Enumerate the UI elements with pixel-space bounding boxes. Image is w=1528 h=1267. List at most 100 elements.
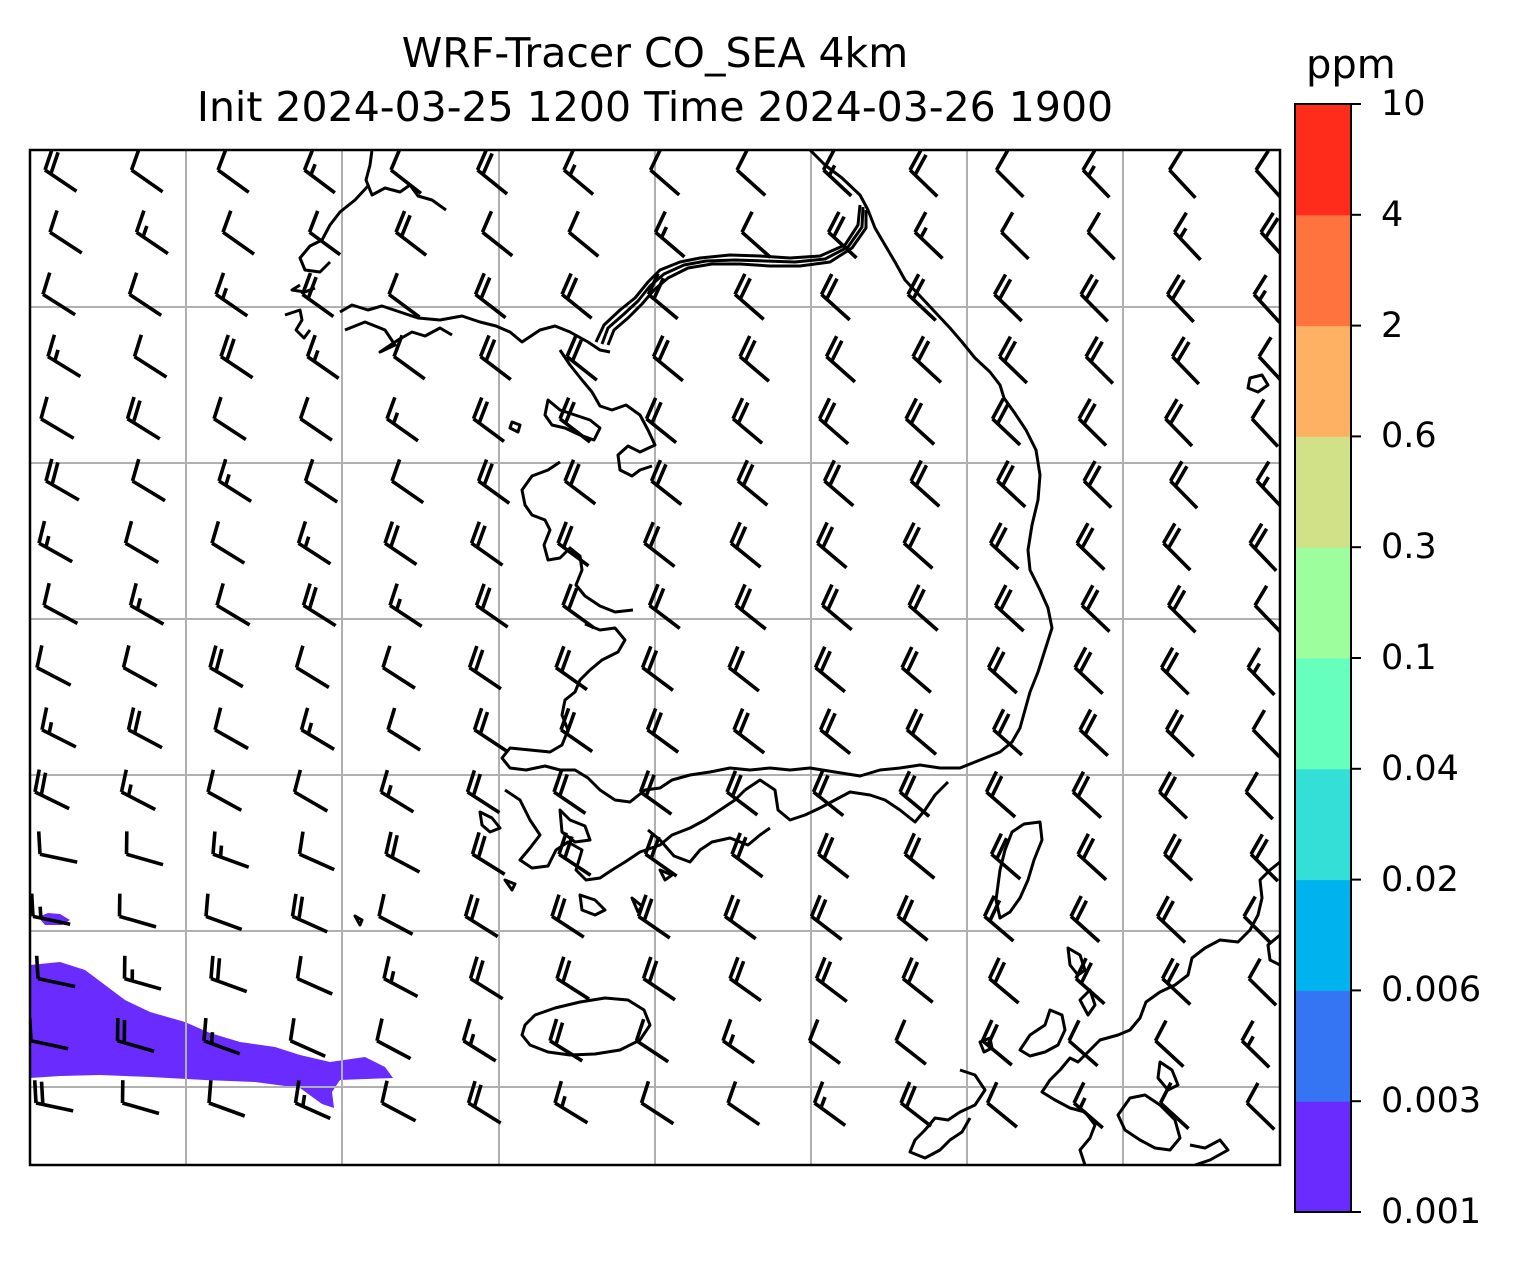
- wind-barb: [384, 831, 421, 874]
- wind-barb: [1172, 211, 1202, 262]
- colorbar-ticks: [1351, 103, 1361, 1213]
- wind-barb: [1166, 584, 1197, 634]
- wind-barb: [128, 582, 165, 626]
- wind-barb: [1078, 708, 1110, 757]
- colorbar-segment: [1295, 879, 1351, 991]
- wind-barb: [126, 707, 163, 750]
- wind-barb: [1252, 274, 1280, 324]
- wind-barb: [297, 831, 335, 872]
- wind-barb: [123, 520, 160, 564]
- wind-barb: [1073, 646, 1104, 695]
- wind-barb: [469, 521, 504, 567]
- wind-barb: [467, 645, 502, 691]
- wind-barb: [911, 335, 943, 384]
- wind-barb: [1165, 273, 1196, 324]
- wind-barb: [389, 150, 423, 195]
- wind-barb: [204, 893, 243, 932]
- wind-barb: [814, 956, 848, 1003]
- wind-barb: [560, 272, 593, 320]
- wind-barb: [387, 272, 421, 319]
- wind-barb: [820, 583, 853, 632]
- wind-barb: [1163, 398, 1194, 448]
- wind-barb: [134, 210, 169, 256]
- wind-barb: [1084, 335, 1115, 385]
- wind-barb: [1079, 273, 1110, 323]
- wind-barb: [207, 1080, 246, 1118]
- colorbar-tick-label: 0.006: [1381, 970, 1482, 1011]
- wind-barb: [906, 273, 937, 322]
- colorbar-tick-label: 0.04: [1381, 748, 1459, 789]
- wind-barb: [651, 335, 685, 383]
- wind-barb: [817, 397, 850, 446]
- wind-barb: [907, 584, 939, 632]
- colorbar-tick-label: 0.6: [1381, 416, 1437, 457]
- wind-barb: [894, 1019, 928, 1066]
- wind-barb: [290, 893, 328, 934]
- wind-barb: [1082, 460, 1113, 509]
- wind-barb: [1162, 833, 1194, 882]
- map-title-line-2: Init 2024-03-25 1200 Time 2024-03-26 190…: [196, 83, 1114, 131]
- wind-barb: [726, 1080, 761, 1127]
- wind-barb: [558, 397, 592, 444]
- wind-barb: [1167, 150, 1197, 200]
- wind-barb: [734, 583, 767, 631]
- wind-barb: [818, 708, 852, 756]
- wind-barb: [723, 894, 757, 941]
- wind-barb: [732, 708, 766, 755]
- wind-barb: [219, 334, 254, 380]
- wind-barb: [292, 769, 329, 813]
- wind-barb: [216, 150, 250, 194]
- wind-barb: [1072, 1081, 1104, 1130]
- colorbar-segment: [1295, 658, 1351, 770]
- wind-barb: [993, 584, 1025, 633]
- wind-barb: [729, 521, 762, 569]
- colorbar-unit-label: ppm: [1306, 42, 1396, 88]
- map-frame: [28, 148, 1282, 1167]
- wind-barb: [904, 397, 936, 446]
- wind-barb: [819, 273, 851, 322]
- wind-barb: [985, 1081, 1019, 1129]
- wind-barb: [826, 211, 858, 260]
- wind-barb: [302, 150, 336, 195]
- wind-barb: [733, 273, 765, 321]
- colorbar-tick-label: 10: [1381, 84, 1426, 124]
- wind-barb: [552, 769, 587, 815]
- wind-barb: [470, 831, 506, 876]
- wind-barb: [562, 150, 595, 196]
- wind-barb: [649, 459, 683, 506]
- wind-barb: [388, 583, 423, 628]
- wind-barb: [122, 955, 162, 991]
- wind-barb: [900, 646, 933, 694]
- wind-barb: [1247, 957, 1278, 1007]
- wind-barb: [1086, 211, 1116, 261]
- wind-barb: [550, 894, 585, 939]
- wind-barb: [561, 583, 595, 630]
- wind-barb: [41, 272, 77, 317]
- wind-barb: [735, 150, 767, 197]
- wind-barb: [640, 645, 675, 692]
- wind-barb: [1170, 336, 1201, 386]
- wind-barb: [117, 893, 157, 929]
- wind-barb: [119, 769, 157, 812]
- wind-barb: [980, 1019, 1013, 1067]
- wind-barb: [463, 894, 499, 939]
- wind-barb: [392, 334, 426, 381]
- wind-barb: [553, 1080, 589, 1125]
- colorbar-segment: [1295, 768, 1351, 881]
- map-gridlines: [30, 150, 1280, 1165]
- wind-barb: [301, 583, 337, 628]
- wind-barb: [1076, 833, 1108, 882]
- wind-barb: [1250, 398, 1280, 448]
- wind-barb: [731, 397, 764, 445]
- wind-barb: [721, 1018, 756, 1065]
- wind-barb: [816, 832, 850, 879]
- wind-barb: [305, 334, 340, 380]
- wind-barb: [903, 832, 936, 880]
- wind-barb: [557, 831, 592, 877]
- wind-barb: [992, 273, 1023, 323]
- wind-barb: [210, 520, 246, 565]
- wind-barb: [1255, 460, 1280, 509]
- wind-barb: [212, 396, 247, 442]
- wind-barb: [211, 831, 250, 869]
- wind-barb: [394, 210, 428, 257]
